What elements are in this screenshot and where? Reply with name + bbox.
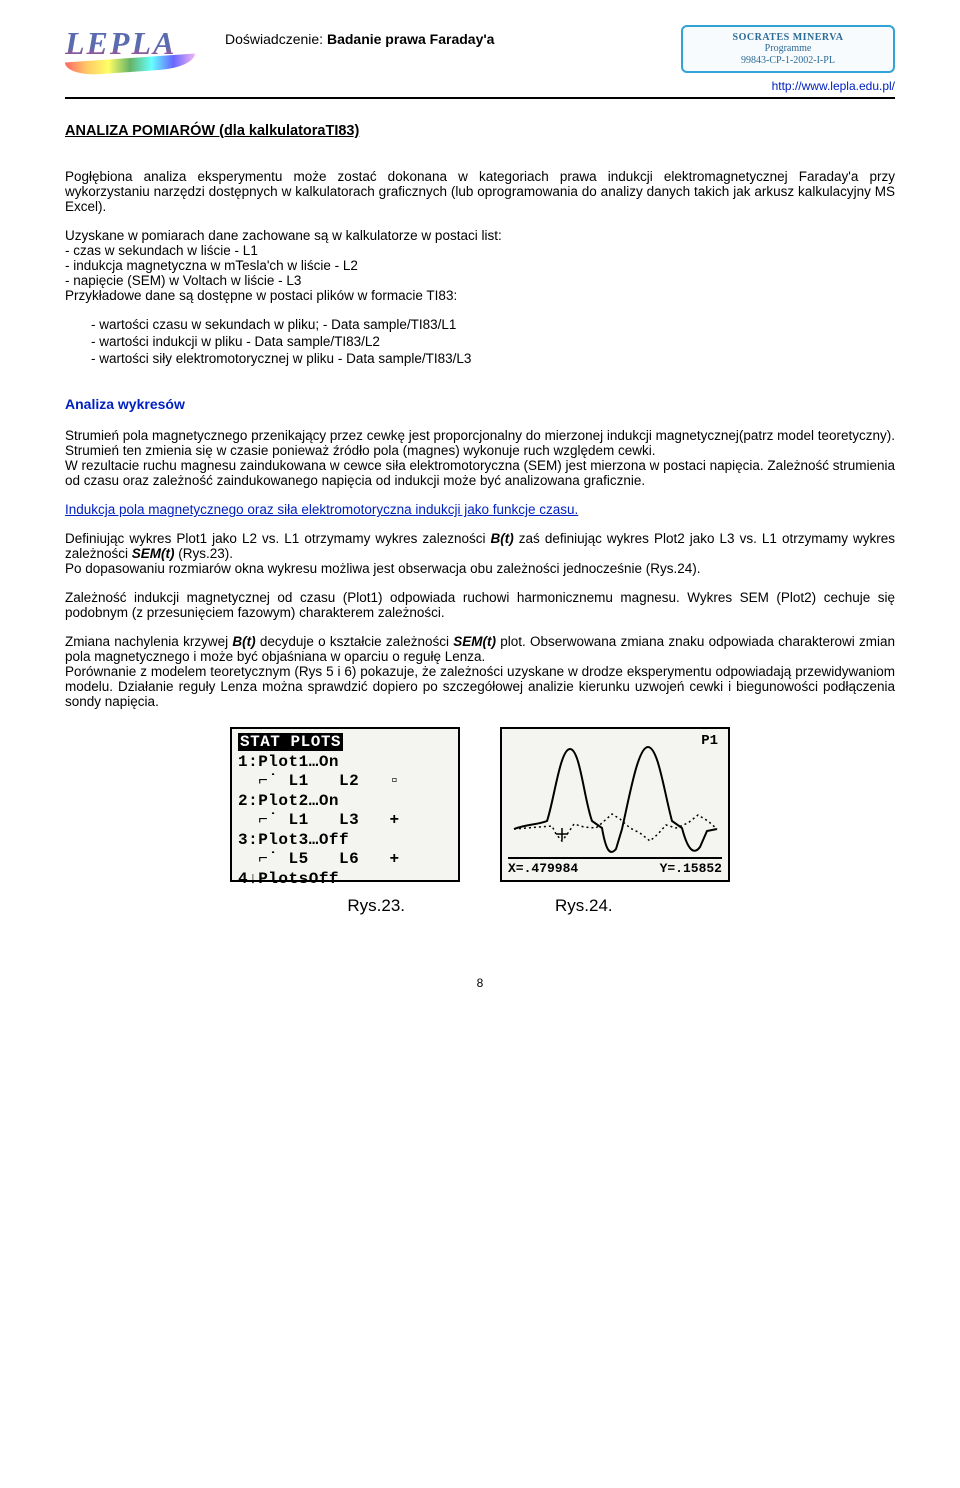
para-1: Strumień pola magnetycznego przenikający… (65, 428, 895, 458)
para-2: W rezultacie ruchu magnesu zaindukowana … (65, 458, 895, 488)
plot-screen: P1 X=.479984 Y=.15852 (500, 727, 730, 882)
files-list: wartości czasu w sekundach w pliku; - Da… (65, 317, 895, 366)
site-url[interactable]: http://www.lepla.edu.pl/ (65, 79, 895, 93)
stat-plots-screen: STAT PLOTS 1:Plot1…On ⌐˙ L1 L2 ▫ 2:Plot2… (230, 727, 460, 882)
para-3: Definiując wykres Plot1 jako L2 vs. L1 o… (65, 531, 895, 561)
lists-block: Uzyskane w pomiarach dane zachowane są w… (65, 228, 895, 303)
caption-23: Rys.23. (347, 896, 405, 916)
lepla-logo: LEPLA (65, 25, 205, 72)
experiment-title: Doświadczenie: Badanie prawa Faraday'a (205, 25, 681, 47)
caption-24: Rys.24. (555, 896, 613, 916)
divider (65, 97, 895, 99)
page-title: ANALIZA POMIARÓW (dla kalkulatoraTI83) (65, 123, 895, 139)
charts-heading: Analiza wykresów (65, 396, 895, 412)
intro-paragraph-1: Pogłębiona analiza eksperymentu może zos… (65, 169, 895, 214)
socrates-badge: SOCRATES MINERVA Programme 99843-CP-1-20… (681, 25, 895, 73)
page-number: 8 (65, 976, 895, 990)
para-4: Po dopasowaniu rozmiarów okna wykresu mo… (65, 561, 895, 576)
para-6: Zmiana nachylenia krzywej B(t) decyduje … (65, 634, 895, 664)
para-5: Zależność indukcji magnetycznej od czasu… (65, 590, 895, 620)
section-link[interactable]: Indukcja pola magnetycznego oraz siła el… (65, 502, 578, 517)
para-7: Porównanie z modelem teoretycznym (Rys 5… (65, 664, 895, 709)
